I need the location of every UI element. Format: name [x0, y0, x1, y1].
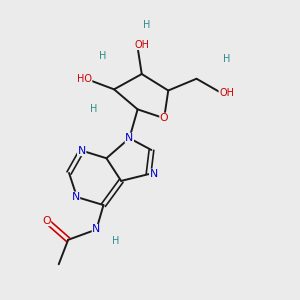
Text: OH: OH: [219, 88, 234, 98]
Text: N: N: [150, 169, 158, 179]
Text: H: H: [90, 104, 98, 114]
Text: N: N: [78, 146, 86, 156]
Text: HO: HO: [77, 74, 92, 84]
Text: H: H: [112, 236, 120, 246]
Text: N: N: [92, 224, 101, 235]
Text: H: H: [223, 54, 230, 64]
Text: O: O: [42, 216, 51, 226]
Text: O: O: [160, 113, 168, 123]
Text: OH: OH: [135, 40, 150, 50]
Text: N: N: [71, 192, 80, 202]
Text: H: H: [99, 51, 106, 61]
Text: N: N: [125, 133, 134, 143]
Text: H: H: [143, 20, 150, 30]
